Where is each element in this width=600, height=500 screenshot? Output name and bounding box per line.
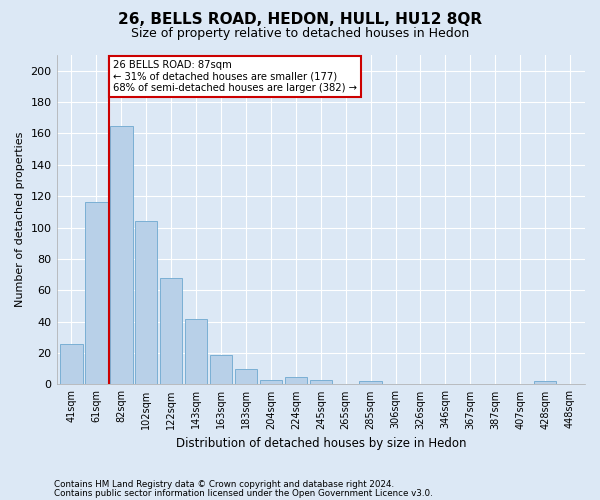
Bar [110, 126, 133, 384]
X-axis label: Distribution of detached houses by size in Hedon: Distribution of detached houses by size … [176, 437, 466, 450]
Bar [210, 354, 232, 384]
Bar [310, 380, 332, 384]
Text: 26 BELLS ROAD: 87sqm
← 31% of detached houses are smaller (177)
68% of semi-deta: 26 BELLS ROAD: 87sqm ← 31% of detached h… [113, 60, 356, 93]
Bar [185, 318, 208, 384]
Bar [359, 382, 382, 384]
Bar [235, 368, 257, 384]
Bar [534, 382, 556, 384]
Text: Contains public sector information licensed under the Open Government Licence v3: Contains public sector information licen… [54, 490, 433, 498]
Text: 26, BELLS ROAD, HEDON, HULL, HU12 8QR: 26, BELLS ROAD, HEDON, HULL, HU12 8QR [118, 12, 482, 28]
Bar [260, 380, 282, 384]
Bar [135, 222, 157, 384]
Y-axis label: Number of detached properties: Number of detached properties [15, 132, 25, 308]
Bar [85, 202, 107, 384]
Text: Size of property relative to detached houses in Hedon: Size of property relative to detached ho… [131, 28, 469, 40]
Bar [284, 376, 307, 384]
Bar [160, 278, 182, 384]
Bar [60, 344, 83, 384]
Text: Contains HM Land Registry data © Crown copyright and database right 2024.: Contains HM Land Registry data © Crown c… [54, 480, 394, 489]
